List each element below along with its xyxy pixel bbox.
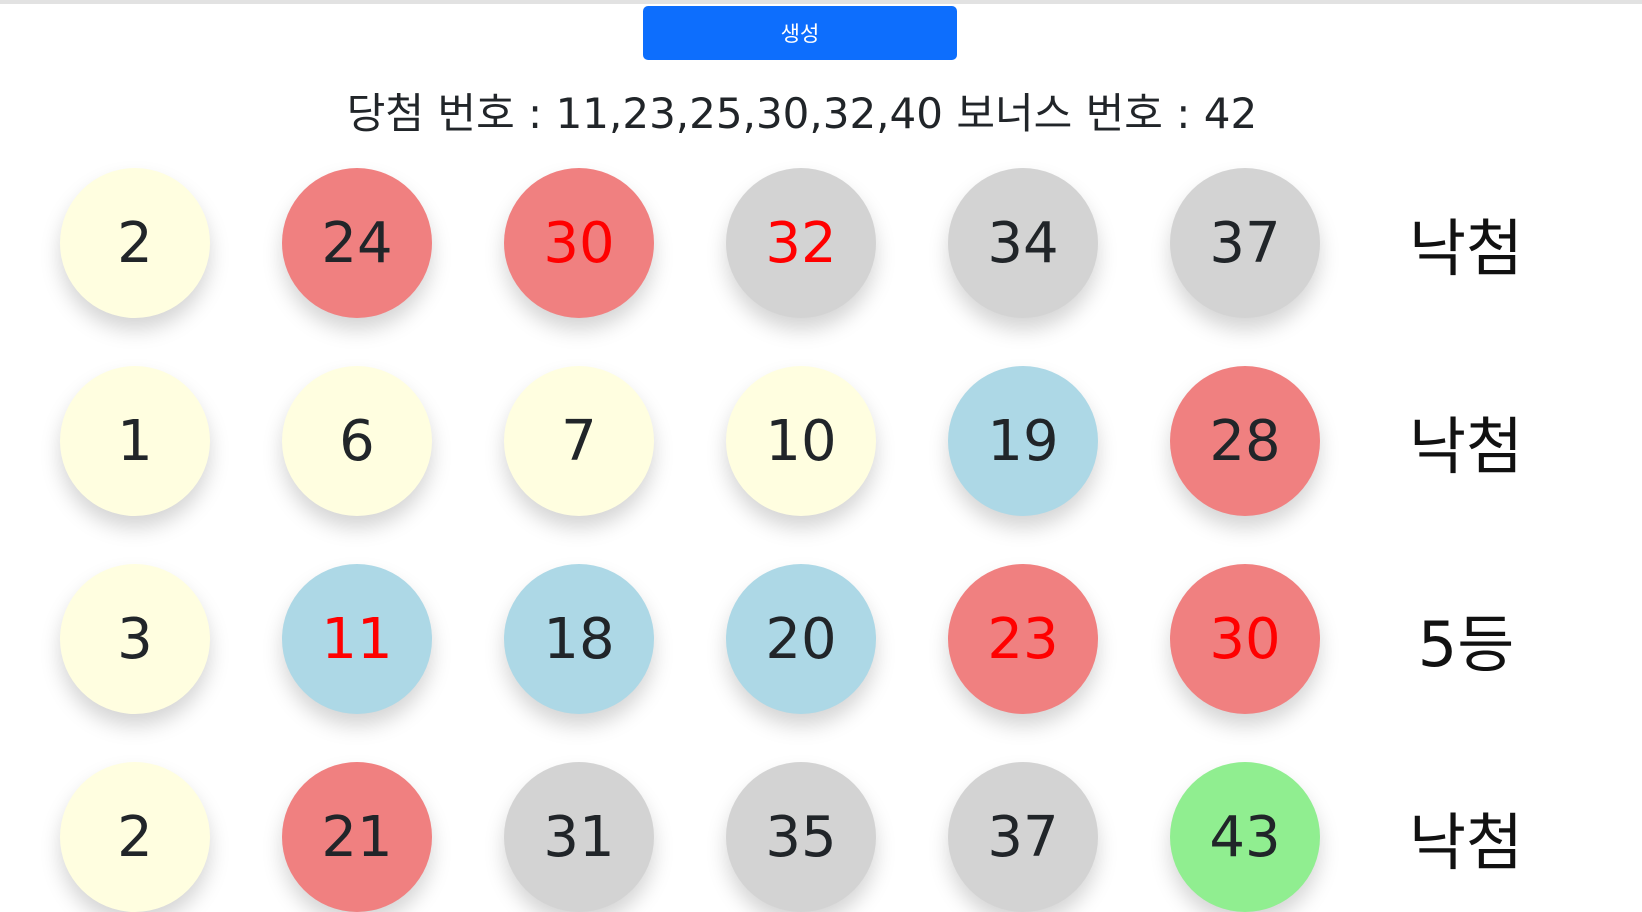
lotto-ball: 2 — [60, 762, 210, 912]
ball-number: 37 — [1209, 210, 1281, 276]
ball-number: 31 — [543, 804, 615, 870]
generate-button[interactable]: 생성 — [643, 6, 957, 60]
lotto-ball: 35 — [726, 762, 876, 912]
lotto-ball: 37 — [948, 762, 1098, 912]
winning-label: 당첨 번호 : — [346, 89, 556, 138]
lotto-ball: 19 — [948, 366, 1098, 516]
lotto-ball: 24 — [282, 168, 432, 318]
lotto-ball: 37 — [1170, 168, 1320, 318]
lotto-row: 3 11 18 20 23 30 5등 — [0, 564, 1642, 714]
lotto-ball: 23 — [948, 564, 1098, 714]
row-result: 낙첨 — [1408, 212, 1524, 285]
lotto-ball: 1 — [60, 366, 210, 516]
ball-number: 18 — [543, 606, 615, 672]
lotto-ball: 18 — [504, 564, 654, 714]
ball-number: 24 — [321, 210, 393, 276]
ball-number: 37 — [987, 804, 1059, 870]
top-border — [0, 0, 1642, 4]
ball-number: 6 — [339, 408, 375, 474]
ball-number: 19 — [987, 408, 1059, 474]
ball-number: 3 — [117, 606, 153, 672]
ball-number: 23 — [987, 606, 1059, 672]
row-result: 낙첨 — [1408, 806, 1524, 879]
lotto-ball: 32 — [726, 168, 876, 318]
ball-number: 21 — [321, 804, 393, 870]
ball-number: 28 — [1209, 408, 1281, 474]
lotto-ball: 30 — [1170, 564, 1320, 714]
ball-number: 10 — [765, 408, 837, 474]
lotto-ball: 3 — [60, 564, 210, 714]
lotto-ball: 7 — [504, 366, 654, 516]
ball-number: 43 — [1209, 804, 1281, 870]
ball-number: 11 — [321, 606, 393, 672]
lotto-ball: 31 — [504, 762, 654, 912]
ball-number: 20 — [765, 606, 837, 672]
row-result: 5등 — [1417, 608, 1515, 681]
bonus-number: 42 — [1203, 89, 1258, 138]
lotto-row: 2 21 31 35 37 43 낙첨 — [0, 762, 1642, 912]
lotto-ball: 20 — [726, 564, 876, 714]
row-result: 낙첨 — [1408, 410, 1524, 483]
ball-number: 7 — [561, 408, 597, 474]
winning-numbers: 11,23,25,30,32,40 — [555, 89, 943, 138]
ball-number: 2 — [117, 804, 153, 870]
lotto-ball: 10 — [726, 366, 876, 516]
bonus-label: 보너스 번호 : — [942, 89, 1204, 138]
ball-number: 35 — [765, 804, 837, 870]
lotto-ball: 21 — [282, 762, 432, 912]
winning-numbers-line: 당첨 번호 : 11,23,25,30,32,40 보너스 번호 : 42 — [0, 80, 1604, 141]
lotto-ball: 34 — [948, 168, 1098, 318]
lotto-ball: 30 — [504, 168, 654, 318]
lotto-row: 1 6 7 10 19 28 낙첨 — [0, 366, 1642, 516]
lotto-row: 2 24 30 32 34 37 낙첨 — [0, 168, 1642, 318]
lotto-ball: 6 — [282, 366, 432, 516]
ball-number: 30 — [1209, 606, 1281, 672]
lotto-ball: 43 — [1170, 762, 1320, 912]
lotto-ball: 11 — [282, 564, 432, 714]
lotto-ball: 28 — [1170, 366, 1320, 516]
ball-number: 1 — [117, 408, 153, 474]
lotto-ball: 2 — [60, 168, 210, 318]
ball-number: 34 — [987, 210, 1059, 276]
ball-number: 30 — [543, 210, 615, 276]
ball-number: 32 — [765, 210, 837, 276]
ball-number: 2 — [117, 210, 153, 276]
